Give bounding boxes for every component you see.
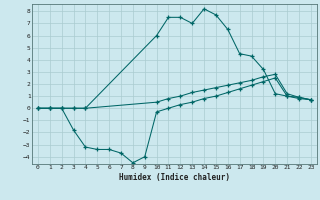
X-axis label: Humidex (Indice chaleur): Humidex (Indice chaleur) xyxy=(119,173,230,182)
